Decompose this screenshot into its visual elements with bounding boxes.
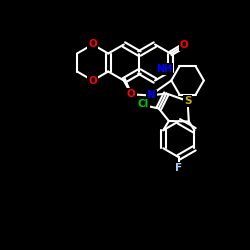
Text: NH: NH — [156, 64, 172, 74]
Text: O: O — [180, 40, 188, 50]
Text: O: O — [88, 76, 97, 86]
Text: F: F — [175, 163, 182, 173]
Text: Cl: Cl — [138, 99, 149, 109]
Text: N: N — [147, 90, 156, 101]
Text: O: O — [127, 89, 136, 99]
Text: S: S — [184, 96, 191, 106]
Text: O: O — [88, 40, 97, 50]
